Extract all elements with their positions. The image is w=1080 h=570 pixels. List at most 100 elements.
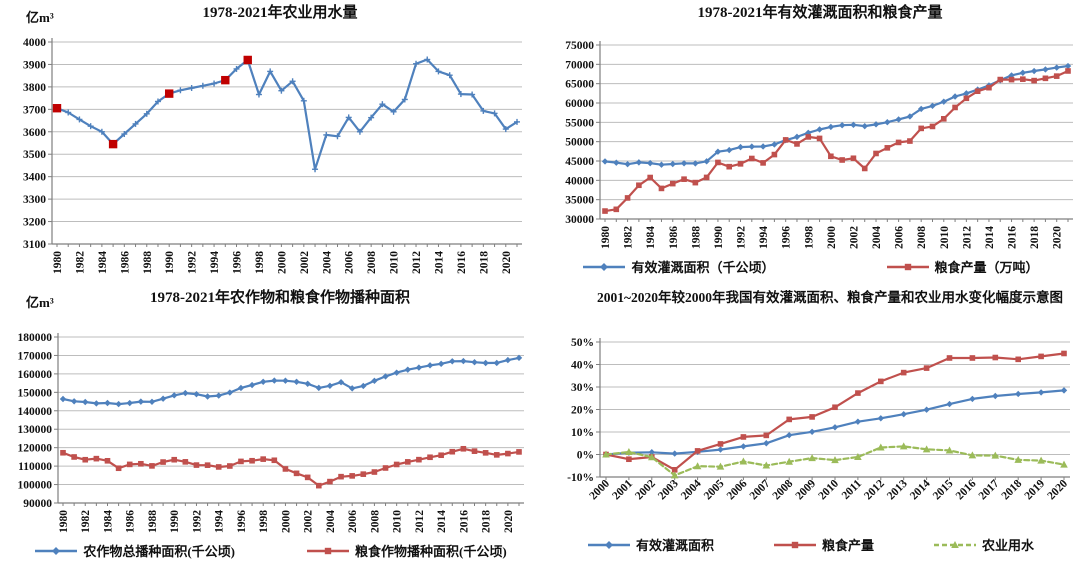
svg-text:2018: 2018 [1000,477,1025,502]
svg-text:3700: 3700 [23,104,46,116]
legend-label: 农作物总播种面积(千公顷) [83,544,235,559]
svg-text:2014: 2014 [436,510,448,533]
legend-line-diamond-icon [587,540,630,549]
svg-text:3900: 3900 [23,59,46,71]
svg-text:75000: 75000 [565,40,594,52]
svg-text:1992: 1992 [187,251,199,274]
svg-text:1980: 1980 [58,510,70,533]
svg-text:2002: 2002 [303,510,315,533]
svg-text:1998: 1998 [803,226,815,249]
legend-item: 有效灌溉面积 [586,535,714,554]
svg-text:40%: 40% [571,360,594,372]
chart-cell-change-rate: 2001~2020年较2000年我国有效灌溉面积、粮食产量和农业用水变化幅度示意… [540,285,1080,570]
svg-text:2008: 2008 [369,510,381,533]
svg-text:2000: 2000 [276,251,288,274]
svg-text:2002: 2002 [299,251,311,274]
svg-text:1986: 1986 [119,251,131,274]
svg-text:0%: 0% [577,450,594,462]
svg-text:55000: 55000 [565,117,594,129]
svg-text:3800: 3800 [23,82,46,94]
svg-text:140000: 140000 [18,406,53,418]
svg-text:2011: 2011 [840,477,864,501]
svg-text:1992: 1992 [736,226,748,249]
svg-text:90000: 90000 [23,498,52,510]
svg-text:1984: 1984 [102,510,114,533]
svg-text:2001: 2001 [610,477,635,502]
svg-text:1990: 1990 [164,251,176,274]
svg-text:2006: 2006 [725,477,750,502]
legend-label: 粮食产量 [821,538,874,553]
legend-label: 粮食作物播种面积(千公顷) [355,544,507,559]
svg-text:2014: 2014 [433,251,445,274]
svg-text:1986: 1986 [125,510,137,533]
svg-text:2002: 2002 [633,477,658,502]
svg-text:-10%: -10% [567,472,594,484]
svg-text:50%: 50% [571,337,594,349]
svg-text:2004: 2004 [679,477,704,502]
legend-label: 粮食产量（万吨） [934,260,1039,275]
legend-change-rate: 有效灌溉面积 粮食产量 农业用水 [540,535,1080,554]
svg-text:120000: 120000 [18,443,53,455]
svg-text:70000: 70000 [565,59,594,71]
change-rate-plot: 50%40%30%20%10%0%-10%2000200120022003200… [567,337,1070,502]
svg-text:2012: 2012 [862,477,887,502]
svg-text:2018: 2018 [478,251,490,274]
svg-text:180000: 180000 [18,332,53,344]
svg-text:35000: 35000 [565,195,594,207]
svg-text:1982: 1982 [80,510,92,533]
svg-text:1992: 1992 [191,510,203,533]
svg-text:2016: 2016 [456,251,468,274]
svg-text:1996: 1996 [232,251,244,274]
svg-text:2020: 2020 [503,510,515,533]
svg-text:2005: 2005 [702,477,727,502]
legend-label: 有效灌溉面积 [635,538,714,553]
sown-area-plot: 180000 170000 160000 150000 140000 130000 1200… [18,332,524,533]
svg-text:2015: 2015 [931,477,956,502]
y-axis-unit-label: 亿m³ [26,10,54,25]
svg-text:60000: 60000 [565,98,594,110]
svg-text:1980: 1980 [600,226,612,249]
svg-text:2020: 2020 [501,251,513,274]
svg-text:1982: 1982 [74,251,86,274]
svg-text:1994: 1994 [209,251,221,274]
svg-text:1994: 1994 [758,226,770,249]
chart-title-irrigation-grain: 1978-2021年有效灌溉面积和粮食产量 [697,5,943,21]
svg-text:1996: 1996 [236,510,248,533]
svg-text:2016: 2016 [458,510,470,533]
svg-text:1998: 1998 [254,251,266,274]
irrigation-grain-plot: 75000 70000 65000 60000 55000 50000 45000 40000… [565,40,1073,249]
chart-cell-irrigation-grain: 1978-2021年有效灌溉面积和粮食产量 75000 70000 65000 600… [540,0,1080,285]
svg-text:2010: 2010 [392,510,404,533]
svg-text:20%: 20% [571,405,594,417]
legend-line-square-icon [773,541,816,548]
svg-text:3200: 3200 [23,217,46,229]
legend-line-square-icon [307,547,349,554]
svg-text:4000: 4000 [23,37,46,49]
svg-text:30000: 30000 [565,214,594,226]
legend-line-square-icon [886,263,929,270]
svg-text:100000: 100000 [18,480,53,492]
svg-text:3500: 3500 [23,149,46,161]
svg-text:2006: 2006 [344,251,356,274]
svg-text:1982: 1982 [623,226,635,249]
legend-item: 粮食产量（万吨） [885,257,1039,276]
svg-text:2004: 2004 [325,510,337,533]
svg-text:2018: 2018 [1029,226,1041,249]
legend-item: 农业用水 [932,535,1034,554]
svg-text:2008: 2008 [916,226,928,249]
svg-text:2008: 2008 [366,251,378,274]
svg-text:2004: 2004 [321,251,333,274]
svg-text:1986: 1986 [668,226,680,249]
svg-text:2006: 2006 [894,226,906,249]
svg-text:1990: 1990 [169,510,181,533]
svg-text:2010: 2010 [939,226,951,249]
svg-text:1984: 1984 [645,226,657,249]
chart-title-sown-area: 1978-2021年农作物和粮食作物播种面积 [150,290,410,306]
legend-label: 有效灌溉面积（千公顷） [631,260,775,275]
svg-text:3600: 3600 [23,127,46,139]
chart-title-change-rate: 2001~2020年较2000年我国有效灌溉面积、粮食产量和农业用水变化幅度示意… [596,290,1064,305]
svg-text:2002: 2002 [848,226,860,249]
svg-text:2019: 2019 [1022,477,1047,502]
svg-text:1998: 1998 [258,510,270,533]
